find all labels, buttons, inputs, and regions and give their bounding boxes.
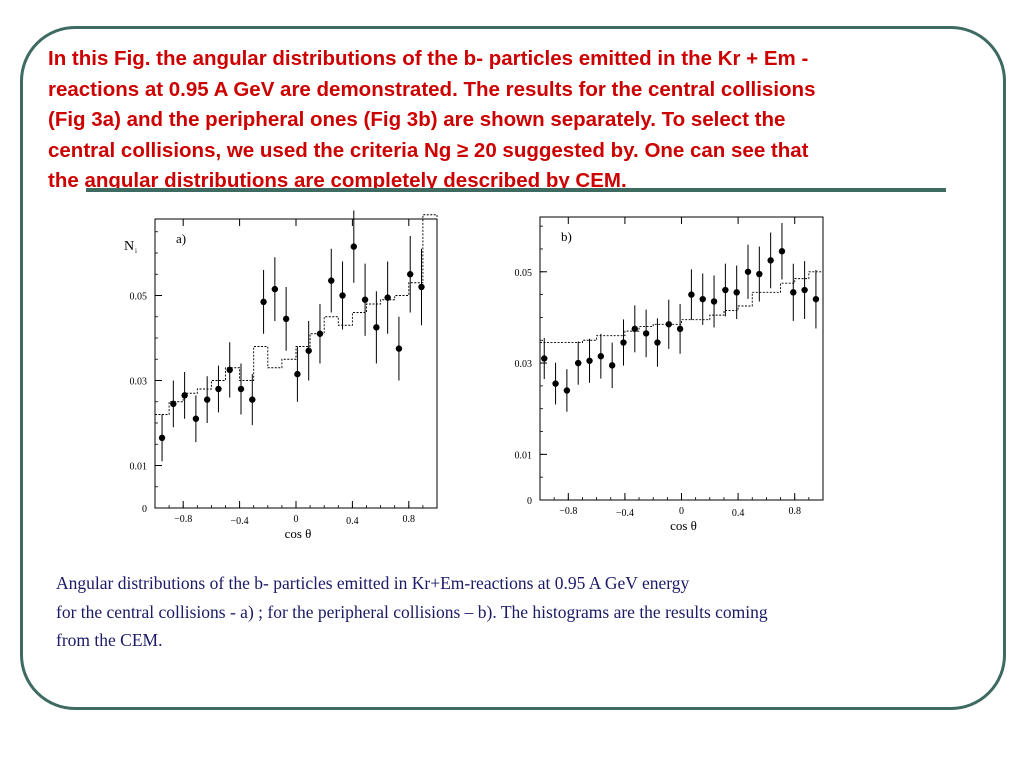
panel-a-data-point bbox=[361, 296, 369, 303]
panel-b-data-point bbox=[710, 298, 718, 305]
panel-b-data-point bbox=[767, 257, 774, 264]
panel-a-x-axis-label: cos θ bbox=[285, 526, 312, 541]
heading-line-3: (Fig 3a) and the peripheral ones (Fig 3b… bbox=[48, 108, 786, 131]
panel-b-data-point bbox=[722, 286, 729, 294]
caption-line-2: for the central collisions - a) ; for th… bbox=[56, 601, 768, 622]
slide-frame bbox=[20, 26, 1006, 710]
panel-a-data-point bbox=[226, 366, 233, 374]
panel-b-data-point bbox=[812, 295, 820, 303]
caption-line-1: Angular distributions of the b- particle… bbox=[56, 573, 690, 593]
panel-a-data-point bbox=[237, 385, 245, 393]
heading-line-2: reactions at 0.95 A GeV are demonstrated… bbox=[48, 77, 816, 101]
panel-a-y-tick-label: 0.03 bbox=[130, 377, 148, 388]
panel-b-x-tick-label: −0.8 bbox=[559, 506, 577, 517]
panel-a-data-point bbox=[203, 396, 211, 403]
panel-a-y-tick-label: 0.01 bbox=[130, 462, 148, 473]
panel-b-data-point bbox=[642, 330, 650, 337]
panel-b-y-tick-label: 0.01 bbox=[515, 450, 533, 461]
panel-b-x-tick-label: 0.8 bbox=[788, 506, 801, 517]
panel-b-y-tick-label: 0.05 bbox=[515, 268, 533, 279]
panel-b-data-point bbox=[563, 387, 571, 394]
panel-b-y-tick-label: 0.03 bbox=[515, 359, 533, 370]
panel-a-y-axis-label: N bbox=[124, 239, 134, 254]
panel-a-data-point bbox=[384, 294, 391, 301]
panel-a-data-point bbox=[282, 315, 290, 323]
panel-b-data-point bbox=[778, 248, 786, 255]
panel-a-data-point bbox=[271, 285, 279, 293]
panel-a-x-tick-label: −0.4 bbox=[231, 516, 249, 527]
panel-a-data-point bbox=[328, 277, 335, 284]
panel-b-data-point bbox=[733, 289, 740, 296]
panel-a-data-point bbox=[181, 392, 188, 399]
panel-a-data-point bbox=[305, 347, 312, 354]
panel-a-data-point bbox=[170, 400, 177, 408]
panel-a-y-tick-label: 0.05 bbox=[130, 292, 148, 303]
panel-a-data-point bbox=[418, 283, 425, 291]
panel-b-x-tick-label: 0 bbox=[679, 506, 684, 517]
panel-b-data-point bbox=[699, 295, 706, 303]
panel-a-x-tick-label: 0 bbox=[294, 514, 299, 525]
panel-a-data-point bbox=[158, 434, 166, 442]
panel-a-data-point bbox=[350, 243, 358, 250]
panel-b-data-point bbox=[631, 325, 639, 333]
panel-b-axes-frame bbox=[539, 216, 824, 501]
panel-a-data-point bbox=[316, 330, 324, 337]
panel-a-data-point bbox=[215, 385, 222, 393]
panel-b-data-point bbox=[665, 321, 672, 328]
panel-a-data-point bbox=[192, 415, 200, 422]
panel-a-data-point bbox=[249, 396, 256, 403]
panel-a-y-tick-label: 0 bbox=[142, 504, 147, 515]
panel-b-data-point bbox=[541, 355, 548, 362]
panel-b-data-point bbox=[620, 339, 627, 346]
panel-b-data-point bbox=[676, 325, 684, 333]
panel-b-x-axis-label: cos θ bbox=[670, 518, 697, 533]
panel-b-data-point bbox=[654, 339, 661, 346]
panel-b-data-point bbox=[608, 362, 616, 369]
heading-line-4: central collisions, we used the criteria… bbox=[48, 138, 809, 162]
panel-b-data-point bbox=[744, 268, 752, 275]
panel-b-label: b) bbox=[561, 229, 572, 244]
panel-a-y-axis-label-subscript: i bbox=[135, 247, 137, 255]
panel-a-data-point bbox=[373, 324, 380, 331]
panel-a-data-point bbox=[395, 345, 403, 352]
panel-a-data-point bbox=[407, 271, 414, 278]
panel-a-x-tick-label: 0.8 bbox=[403, 514, 416, 525]
panel-b-data-point bbox=[790, 289, 797, 296]
panel-b-data-point bbox=[597, 353, 605, 360]
panel-b-data-point bbox=[552, 380, 559, 387]
heading-line-1: In this Fig. the angular distributions o… bbox=[48, 47, 809, 70]
figure-caption: Angular distributions of the b- particle… bbox=[56, 569, 1020, 655]
slide-heading: In this Fig. the angular distributions o… bbox=[48, 44, 1013, 197]
heading-line-5: the angular distributions are completely… bbox=[48, 169, 627, 192]
panel-b-data-point bbox=[801, 286, 808, 294]
panel-a-data-point bbox=[260, 298, 267, 306]
panel-a-x-tick-label: 0.4 bbox=[346, 516, 359, 527]
panel-b-x-tick-label: 0.4 bbox=[732, 508, 745, 519]
panel-b-x-tick-label: −0.4 bbox=[616, 508, 634, 519]
panel-a-x-tick-label: −0.8 bbox=[174, 514, 192, 525]
panel-a-data-point bbox=[294, 370, 301, 378]
panel-a-data-point bbox=[339, 292, 346, 299]
panel-b-data-point bbox=[586, 357, 593, 364]
panel-b-data-point bbox=[575, 359, 582, 367]
panel-b-y-tick-label: 0 bbox=[527, 496, 532, 507]
caption-line-3: from the CEM. bbox=[56, 630, 163, 650]
panel-b-data-point bbox=[756, 270, 763, 278]
panel-a-label: a) bbox=[176, 231, 186, 246]
panel-b-data-point bbox=[688, 291, 695, 298]
panel-b-cem-histogram bbox=[540, 271, 824, 500]
heading-underline bbox=[86, 188, 946, 192]
